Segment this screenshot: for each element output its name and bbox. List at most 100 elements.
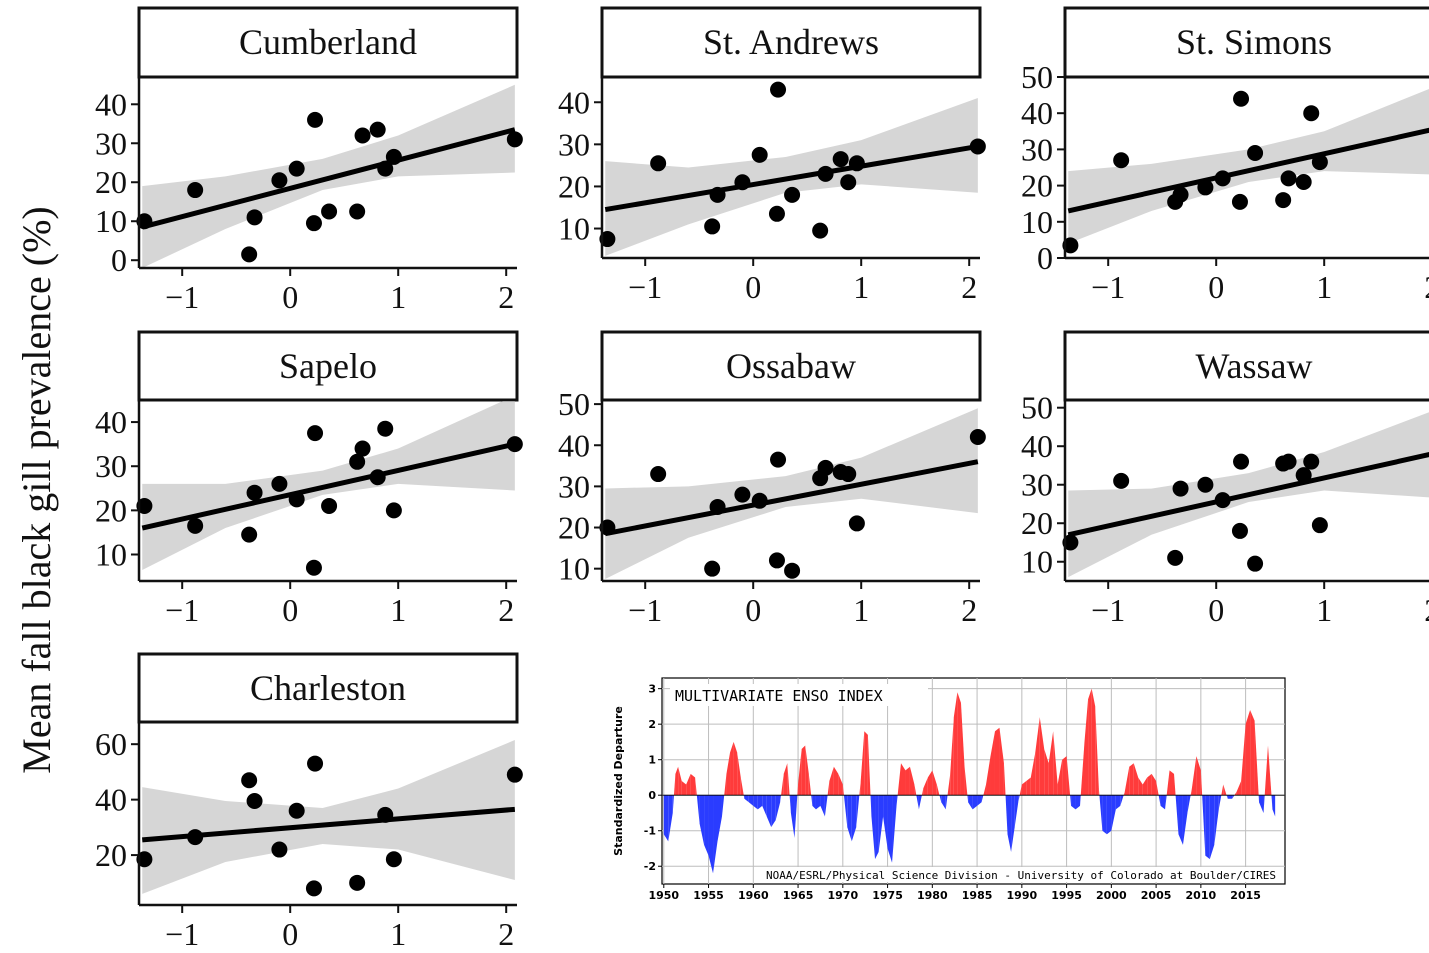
- data-point: [246, 484, 263, 501]
- enso-negative-area: [1227, 795, 1233, 799]
- enso-title: MULTIVARIATE ENSO INDEX: [675, 687, 883, 705]
- enso-negative-area: [780, 795, 782, 803]
- regression-line: [604, 143, 979, 213]
- enso-x-tick-label: 2000: [1096, 889, 1127, 902]
- x-tick-label: −1: [165, 592, 199, 628]
- enso-positive-area: [1021, 781, 1027, 796]
- enso-negative-area: [766, 795, 772, 828]
- enso-positive-area: [798, 749, 802, 796]
- data-point: [241, 526, 258, 543]
- enso-negative-area: [847, 795, 852, 842]
- enso-x-tick-label: 1975: [872, 889, 903, 902]
- data-point: [599, 231, 616, 248]
- data-point: [136, 497, 153, 514]
- y-tick-label: 30: [95, 448, 127, 484]
- x-tick-label: −1: [165, 279, 199, 315]
- enso-positive-area: [909, 766, 915, 796]
- x-tick-label: 2: [1424, 592, 1429, 628]
- y-tick-label: 20: [558, 510, 590, 546]
- enso-positive-area: [921, 788, 924, 796]
- enso-negative-area: [1165, 795, 1167, 810]
- enso-negative-area: [977, 795, 982, 806]
- enso-positive-area: [994, 727, 1000, 796]
- data-point: [506, 436, 523, 453]
- data-point: [812, 222, 829, 239]
- enso-negative-area: [820, 795, 825, 817]
- enso-positive-area: [999, 727, 1004, 796]
- x-tick-label: 2: [498, 279, 514, 315]
- enso-positive-area: [1241, 724, 1246, 796]
- enso-positive-area: [833, 766, 839, 796]
- x-tick-label: 2: [961, 592, 977, 628]
- data-point: [307, 111, 324, 128]
- plot-area: [1067, 89, 1429, 244]
- data-point: [848, 515, 865, 532]
- y-tick-label: 10: [95, 203, 127, 239]
- enso-negative-area: [870, 795, 872, 817]
- enso-positive-area: [1039, 717, 1045, 796]
- facet-strip: [137, 6, 519, 79]
- data-point: [704, 218, 721, 235]
- enso-negative-area: [762, 795, 767, 817]
- y-tick-label: 20: [1021, 168, 1053, 204]
- data-point: [1303, 105, 1320, 122]
- enso-positive-area: [1138, 777, 1143, 796]
- enso-x-tick-label: 2005: [1141, 889, 1172, 902]
- enso-positive-area: [1053, 731, 1058, 796]
- enso-credit-bg: [762, 867, 1262, 882]
- y-tick-label: 40: [95, 782, 127, 818]
- data-point: [321, 497, 338, 514]
- enso-positive-area: [1098, 788, 1100, 796]
- enso-positive-area: [1048, 731, 1054, 796]
- enso-negative-area: [824, 795, 828, 817]
- enso-x-tick-label: 2015: [1230, 889, 1261, 902]
- enso-positive-area: [859, 781, 861, 796]
- confidence-band: [142, 740, 515, 894]
- x-tick-label: 0: [745, 269, 761, 305]
- data-point: [650, 155, 667, 172]
- enso-positive-area: [1264, 745, 1268, 796]
- data-point: [709, 186, 726, 203]
- data-point: [1062, 237, 1079, 254]
- enso-positive-area: [905, 766, 910, 796]
- data-point: [770, 451, 787, 468]
- data-point: [1197, 179, 1214, 196]
- enso-positive-area: [964, 766, 968, 796]
- data-point: [187, 182, 204, 199]
- enso-negative-area: [887, 795, 893, 863]
- enso-positive-area: [1166, 770, 1170, 796]
- enso-x-tick-label: 1990: [1007, 889, 1038, 902]
- enso-positive-area: [1030, 752, 1036, 796]
- data-point: [1303, 453, 1320, 470]
- y-tick-label: 30: [558, 126, 590, 162]
- enso-negative-area: [1259, 795, 1264, 813]
- enso-negative-area: [851, 795, 857, 842]
- data-point: [650, 466, 667, 483]
- plot-area: [141, 400, 516, 570]
- facet-title: Wassaw: [1195, 346, 1312, 386]
- figure-y-axis-label: Mean fall black gill prevalence (%): [14, 206, 59, 774]
- data-point: [305, 880, 322, 897]
- enso-positive-area: [1057, 759, 1063, 796]
- data-point: [288, 491, 305, 508]
- data-point: [271, 841, 288, 858]
- x-tick-label: 1: [390, 279, 406, 315]
- x-tick-label: 0: [282, 916, 298, 952]
- enso-negative-area: [856, 795, 860, 828]
- enso-positive-area: [860, 731, 865, 796]
- plot-area: [1067, 412, 1429, 578]
- data-point: [709, 498, 726, 515]
- enso-x-tick-label: 1985: [962, 889, 993, 902]
- enso-positive-area: [730, 741, 734, 796]
- regression-line: [141, 441, 516, 531]
- enso-negative-area: [757, 795, 763, 810]
- enso-positive-area: [838, 773, 843, 796]
- enso-positive-area: [1234, 791, 1237, 796]
- enso-positive-area: [801, 745, 806, 796]
- data-point: [1275, 192, 1292, 209]
- y-tick-label: 30: [95, 125, 127, 161]
- y-tick-label: 10: [558, 211, 590, 247]
- confidence-band: [142, 400, 515, 570]
